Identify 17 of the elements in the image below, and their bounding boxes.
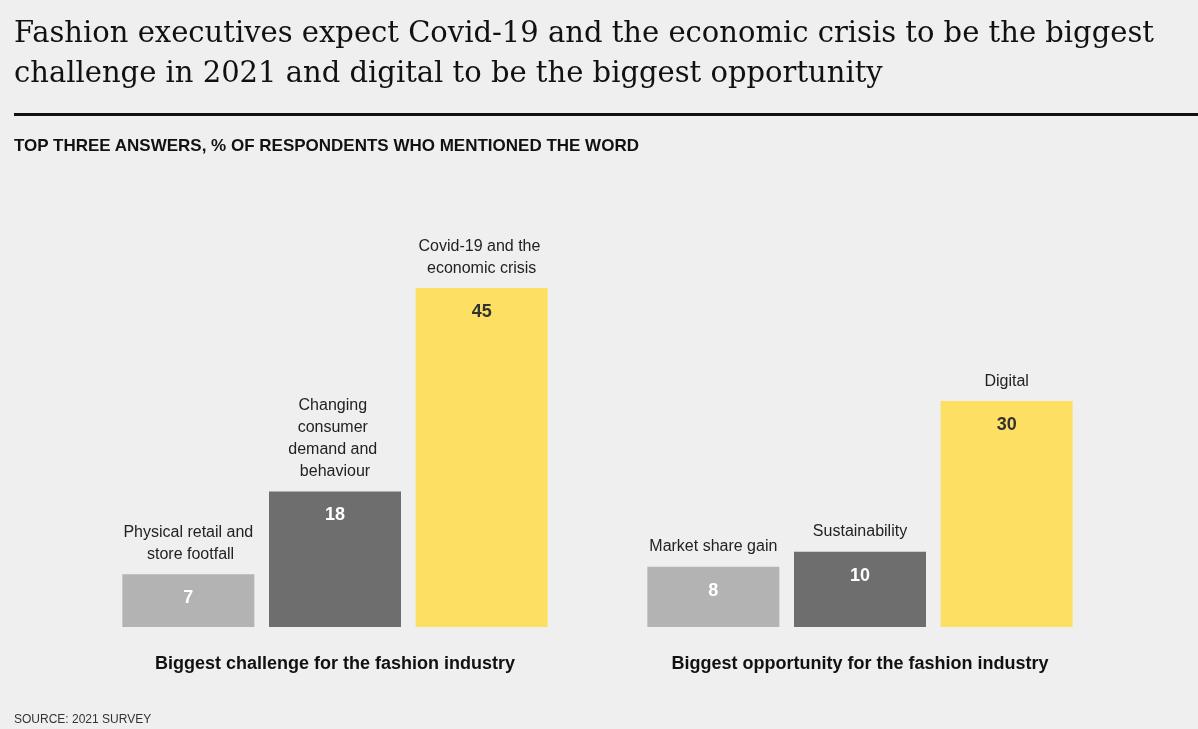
x-tick-label: Covid-19 and the economic crisis bbox=[418, 236, 545, 276]
data-label: 7 bbox=[183, 587, 194, 608]
data-label: 18 bbox=[324, 504, 346, 525]
chart-subtitle: TOP THREE ANSWERS, % OF RESPONDENTS WHO MENTIONED THE WORD bbox=[14, 136, 639, 156]
x-tick-label: Changing consumer demand and behaviour bbox=[288, 395, 382, 479]
source-note: SOURCE: 2021 SURVEY bbox=[14, 712, 152, 726]
data-label: 10 bbox=[849, 564, 871, 585]
data-label: 8 bbox=[708, 579, 719, 600]
data-label: 30 bbox=[996, 414, 1017, 434]
data-label: 45 bbox=[471, 301, 492, 321]
x-tick-label: Sustainability bbox=[812, 522, 908, 540]
x-tick-label: Market share gain bbox=[649, 537, 778, 555]
x-tick-label: Digital bbox=[984, 371, 1029, 389]
x-axis-title: Biggest challenge for the fashion industry bbox=[154, 653, 516, 673]
x-axis-title: Biggest opportunity for the fashion industry bbox=[671, 653, 1049, 673]
x-tick-label: Physical retail and store footfall bbox=[123, 522, 254, 562]
chart-title: Fashion executives expect Covid-19 and the economic crisis to be the biggest challenge in 2021 and digital to be the biggest opportunity bbox=[14, 14, 1155, 91]
